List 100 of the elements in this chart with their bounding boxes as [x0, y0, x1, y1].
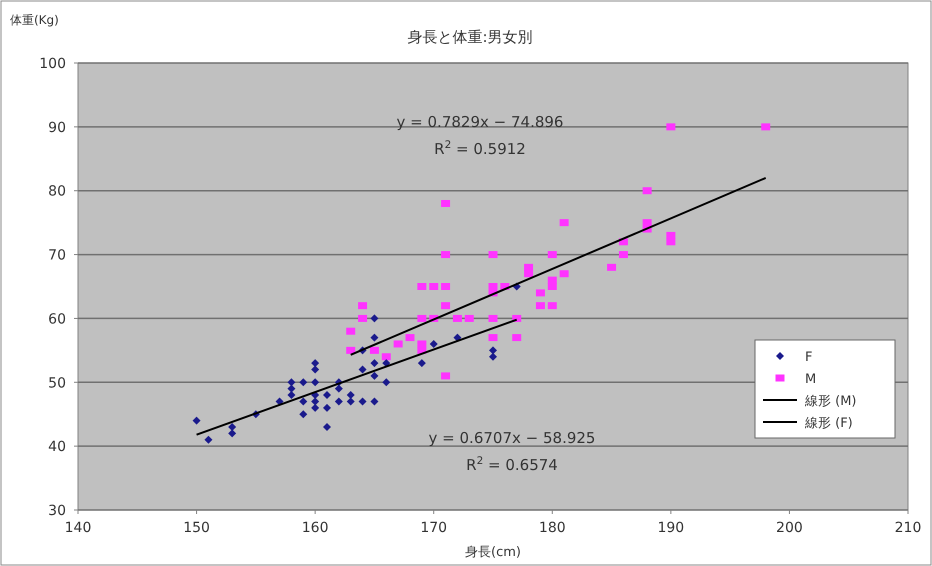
annotation: R$^{2}$ = 0.5912 [434, 139, 526, 158]
point [311, 378, 320, 386]
point [618, 251, 628, 258]
point [488, 251, 498, 258]
x-tick-label: 200 [776, 520, 803, 536]
x-tick-label: 210 [894, 520, 922, 536]
point [358, 397, 367, 406]
point [429, 283, 438, 290]
annotation: y = 0.7829x − 74.896 [396, 113, 564, 131]
point [370, 372, 378, 380]
x-tick-label: 190 [657, 520, 684, 536]
y-tick-label: 30 [48, 503, 66, 519]
point [192, 416, 201, 425]
point [334, 384, 343, 393]
point [761, 123, 770, 130]
legend-label: F [805, 350, 812, 365]
point [452, 314, 462, 322]
point [417, 340, 426, 348]
point [536, 289, 545, 296]
point [299, 397, 308, 406]
point [311, 359, 320, 368]
point [311, 397, 320, 406]
point [406, 334, 414, 342]
point [370, 359, 378, 368]
point [417, 314, 426, 322]
y-tick-label: 90 [48, 120, 66, 136]
point [441, 200, 450, 207]
point [358, 302, 368, 310]
y-tick-label: 50 [48, 375, 66, 392]
point [666, 238, 676, 246]
point [334, 397, 343, 406]
y-tick-label: 40 [48, 439, 66, 456]
point [370, 334, 378, 342]
point [666, 232, 676, 239]
point [560, 270, 569, 278]
point [489, 352, 497, 361]
point [548, 276, 557, 284]
annotation: R$^{2}$ = 0.6574 [466, 455, 558, 474]
x-tick-label: 180 [538, 520, 566, 536]
point [287, 384, 296, 393]
point [418, 359, 426, 368]
point [299, 410, 308, 418]
point [323, 422, 331, 431]
point [430, 340, 438, 348]
legend-label: 線形 (M) [804, 394, 856, 409]
point [560, 219, 569, 226]
x-tick-label: 140 [64, 520, 92, 536]
point [382, 378, 390, 386]
point [666, 123, 676, 130]
annotation: y = 0.6707x − 58.925 [428, 429, 596, 447]
point [441, 251, 450, 258]
point [642, 219, 652, 226]
point [394, 340, 403, 348]
point [488, 283, 498, 290]
y-axis-title: 体重(Kg) [10, 13, 59, 27]
point [299, 378, 308, 386]
point [524, 270, 534, 278]
point [346, 346, 356, 354]
point [323, 404, 331, 412]
point [287, 378, 296, 386]
point [370, 314, 378, 322]
point [228, 429, 236, 438]
point [548, 283, 557, 290]
y-tick-label: 70 [48, 248, 66, 264]
chart-title: 身長と体重:男女別 [407, 28, 533, 46]
point [382, 353, 391, 360]
point [417, 283, 426, 290]
point [536, 302, 545, 310]
x-axis-title: 身長(cm) [465, 545, 521, 560]
point [464, 314, 474, 322]
point [607, 264, 616, 271]
point [311, 404, 320, 412]
point [512, 334, 522, 342]
point [548, 251, 557, 258]
legend-label: 線形 (F) [804, 416, 853, 431]
point [228, 422, 236, 431]
y-tick-label: 60 [48, 311, 66, 328]
legend-label: M [805, 372, 816, 387]
point [488, 334, 498, 342]
point [548, 302, 557, 310]
point [346, 397, 355, 406]
point [441, 302, 450, 310]
point [358, 314, 368, 322]
point [287, 391, 296, 400]
point [488, 314, 498, 322]
x-tick-label: 170 [420, 520, 448, 536]
point [489, 346, 497, 354]
point [346, 328, 356, 335]
point [370, 397, 378, 406]
point [311, 366, 320, 374]
point [204, 436, 212, 444]
point [642, 187, 652, 194]
y-tick-label: 80 [48, 184, 66, 200]
point [441, 283, 450, 290]
point [358, 366, 367, 374]
x-tick-label: 150 [183, 520, 210, 536]
point [370, 346, 379, 354]
x-tick-label: 160 [302, 520, 329, 536]
point [441, 372, 450, 380]
point [346, 391, 355, 400]
